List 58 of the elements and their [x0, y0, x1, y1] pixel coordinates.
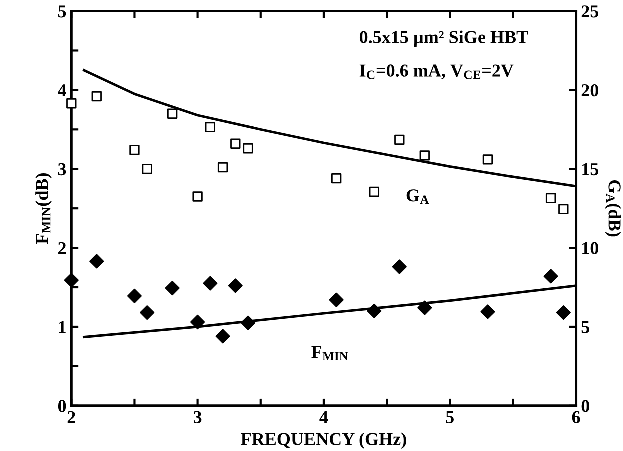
y-axis-title: F$_{MIN}$(dB)	[36, 174, 52, 244]
point	[216, 329, 230, 344]
point	[556, 305, 571, 320]
y2-axis-title: G$_{A}$(dB)	[605, 180, 622, 237]
point	[369, 186, 380, 198]
x-tick-label: 4	[320, 411, 328, 424]
point	[165, 281, 180, 296]
y-tick-label: 2	[58, 242, 66, 254]
point	[218, 162, 228, 173]
point	[140, 305, 155, 320]
point	[480, 304, 496, 320]
point	[203, 276, 218, 291]
series-label: F$_{MIN}$	[312, 346, 348, 361]
y-tick-label: 4	[58, 84, 66, 96]
series-label: G$_{A}$	[406, 190, 430, 204]
point	[367, 304, 382, 318]
point	[127, 288, 142, 304]
point	[228, 278, 243, 294]
y2-tick-label: 10	[582, 242, 599, 254]
point	[130, 145, 140, 156]
point	[142, 164, 152, 174]
point	[418, 300, 432, 316]
annotation: 0.5x15 µm² SiGe HBT	[360, 30, 528, 48]
point	[190, 314, 206, 330]
point	[546, 193, 556, 204]
point	[90, 254, 104, 269]
y2-tick-label: 25	[582, 6, 599, 18]
y2-tick-label: 20	[582, 84, 599, 97]
point	[420, 150, 430, 161]
x-tick-label: 3	[194, 411, 202, 424]
point	[329, 292, 344, 308]
point	[167, 108, 178, 119]
point	[66, 98, 77, 109]
x-tick-label: 6	[572, 411, 580, 424]
point	[544, 269, 558, 284]
y-tick-label: 1	[59, 321, 66, 334]
x-tick-label: 5	[446, 411, 454, 424]
point	[394, 134, 405, 146]
x-tick-label: 2	[68, 411, 76, 424]
point	[331, 174, 342, 184]
y-tick-label: 5	[58, 6, 66, 18]
y2-tick-label: 5	[582, 321, 590, 334]
point	[192, 192, 203, 202]
y-tick-label: 3	[58, 163, 66, 176]
point	[205, 122, 216, 132]
x-axis-title: FREQUENCY (GHz)	[241, 432, 406, 450]
y2-tick-label: 15	[582, 163, 599, 176]
y-tick-label: 0	[58, 400, 66, 412]
y2-tick-label: 0	[582, 400, 590, 412]
point	[240, 316, 256, 330]
annotation: I$_{C}$=0.6 mA, V$_{CE}$=2V	[360, 64, 514, 80]
point	[243, 144, 254, 154]
point	[92, 91, 102, 102]
point	[558, 204, 569, 214]
point	[230, 138, 241, 149]
point	[392, 260, 407, 274]
point	[64, 273, 79, 288]
point	[482, 154, 494, 165]
